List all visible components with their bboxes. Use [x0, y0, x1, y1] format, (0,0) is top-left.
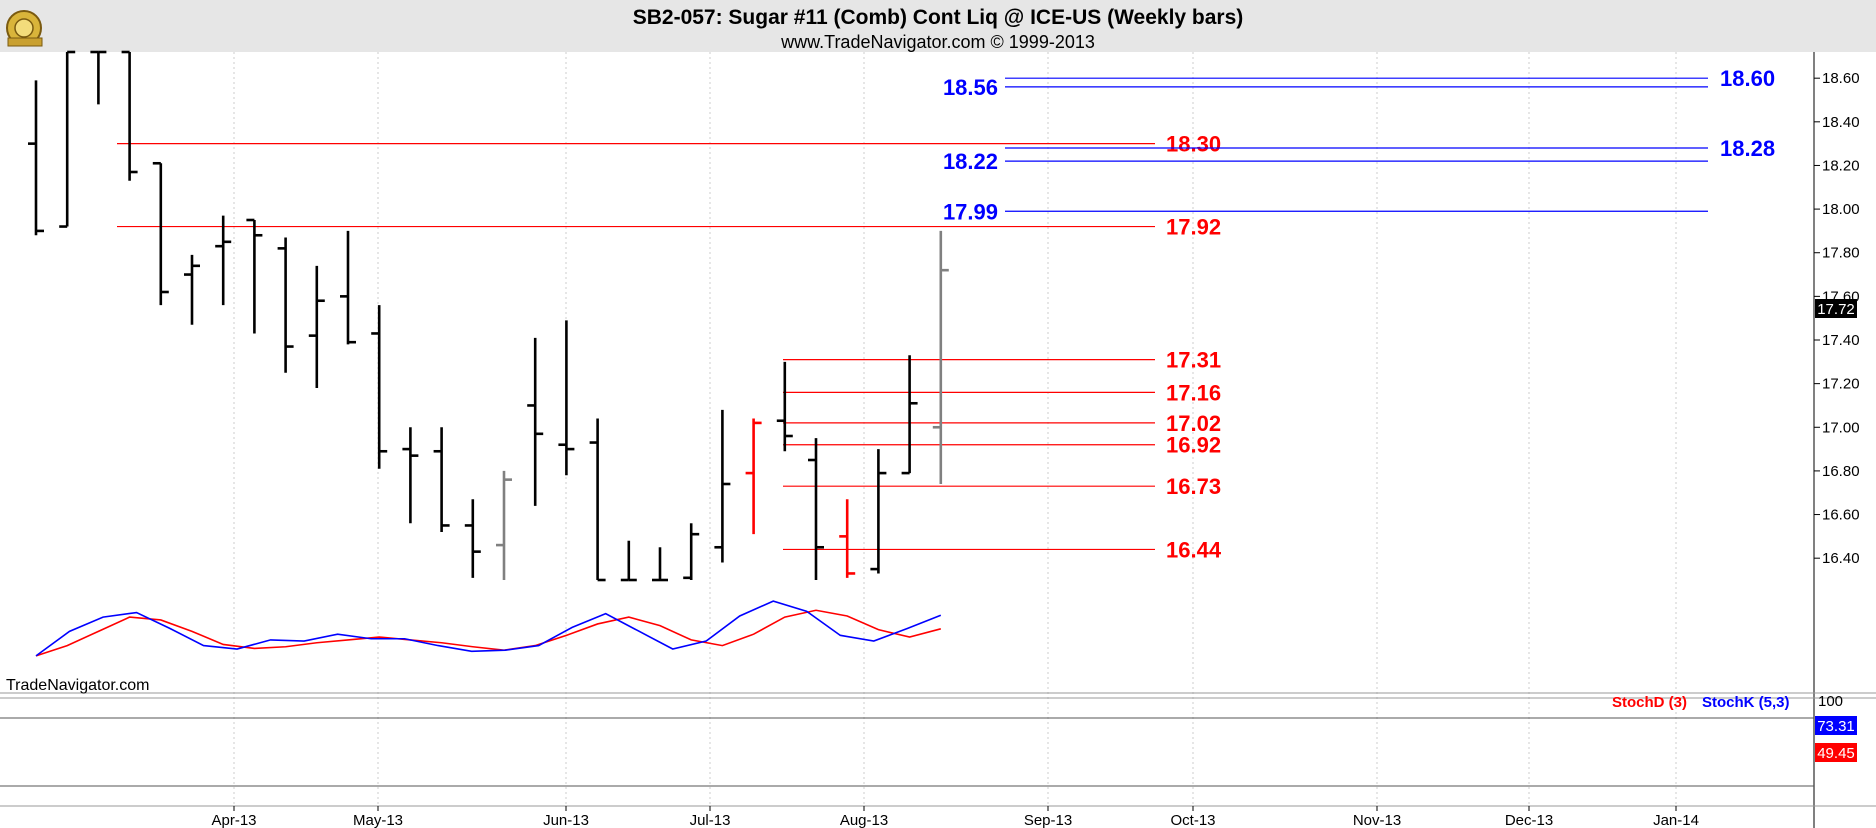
ohlc-bar [340, 230, 356, 345]
ohlc-bar [776, 361, 793, 452]
x-tick-label: Dec-13 [1505, 812, 1553, 828]
stoch-k-value-box [1815, 716, 1857, 735]
y-tick-label: 18.00 [1822, 201, 1860, 218]
ohlc-bar [620, 540, 637, 582]
level-label: 17.02 [1166, 411, 1221, 436]
ohlc-bar [870, 449, 887, 574]
bars-layer [28, 50, 949, 582]
y-tick-label: 18.60 [1822, 70, 1860, 87]
y-tick-label: 17.80 [1822, 245, 1860, 262]
y-tick-label: 17.40 [1822, 332, 1860, 349]
stoch-k-value-label: 73.31 [1817, 718, 1855, 735]
ohlc-bar [558, 320, 575, 476]
ohlc-bar [184, 254, 200, 325]
level-label: 16.92 [1166, 433, 1221, 458]
ohlc-bar [90, 50, 107, 105]
header-band [0, 0, 1876, 52]
level-label: 17.99 [943, 199, 998, 224]
y-tick-label: 16.80 [1822, 463, 1860, 480]
logo-icon [6, 10, 43, 47]
ohlc-bar [277, 237, 294, 373]
chart-subtitle: www.TradeNavigator.com © 1999-2013 [780, 32, 1095, 52]
level-label: 17.92 [1166, 215, 1221, 240]
grid-layer [233, 52, 1677, 806]
ohlc-bar [496, 470, 512, 580]
ohlc-bar [371, 305, 388, 469]
level-label: 18.56 [943, 75, 998, 100]
ohlc-bar [527, 337, 544, 506]
y-tick-label: 16.60 [1822, 507, 1860, 524]
ohlc-bar [152, 161, 169, 306]
level-label: 18.22 [943, 149, 998, 174]
ohlc-bar [464, 499, 481, 578]
last-price-label: 17.72 [1817, 301, 1855, 318]
stoch-d-line [35, 609, 942, 657]
ohlc-bar [652, 547, 668, 582]
x-tick-label: Sep-13 [1024, 812, 1072, 828]
x-axis-layer: Apr-13 May-13 Jun-13 Jul-13 Aug-13 Sep-13 Oct-… [211, 806, 1699, 828]
ohlc-bar [59, 50, 76, 228]
stoch-d-legend: StochD (3) [1612, 694, 1687, 711]
stoch-y-tick-label: 100 [1818, 693, 1843, 710]
ohlc-bar [901, 355, 918, 475]
x-tick-label: Oct-13 [1170, 812, 1215, 828]
y-tick-label: 18.20 [1822, 157, 1860, 174]
stoch-d-value-box [1815, 743, 1857, 762]
level-label: 17.16 [1166, 380, 1221, 405]
ohlc-bar [121, 50, 138, 181]
level-label: 16.44 [1166, 537, 1222, 562]
x-tick-label: Jul-13 [690, 812, 731, 828]
x-tick-label: Aug-13 [840, 812, 888, 828]
level-label: 18.28 [1720, 136, 1775, 161]
ohlc-bar [745, 418, 762, 535]
ohlc-bar [589, 418, 606, 582]
stoch-k-legend: StochK (5,3) [1702, 694, 1790, 711]
chart-title: SB2-057: Sugar #11 (Comb) Cont Liq @ ICE… [633, 6, 1244, 29]
ohlc-bar [683, 523, 700, 580]
x-tick-label: Jan-14 [1653, 812, 1699, 828]
x-tick-label: Nov-13 [1353, 812, 1401, 828]
x-tick-label: May-13 [353, 812, 403, 828]
stoch-d-value-label: 49.45 [1817, 745, 1855, 762]
ohlc-bar [28, 80, 44, 236]
watermark-text: TradeNavigator.com [6, 677, 149, 694]
ohlc-bar [839, 499, 856, 578]
level-label: 18.60 [1720, 66, 1775, 91]
level-label: 17.31 [1166, 348, 1221, 373]
y-axis-layer: 16.4016.6016.8017.0017.2017.4017.6017.80… [1814, 70, 1860, 567]
ohlc-bar [246, 218, 263, 334]
y-tick-label: 17.00 [1822, 419, 1860, 436]
x-tick-label: Apr-13 [211, 812, 256, 828]
level-label: 18.30 [1166, 132, 1221, 157]
stoch-k-line [35, 600, 942, 657]
x-tick-label: Jun-13 [543, 812, 589, 828]
ohlc-bar [808, 438, 824, 580]
y-tick-label: 18.40 [1822, 114, 1860, 131]
ohlc-bar [714, 409, 731, 563]
ohlc-bar [215, 215, 232, 306]
ohlc-bar [433, 427, 450, 532]
y-tick-label: 16.40 [1822, 550, 1860, 567]
stoch-layer [35, 600, 942, 657]
ohlc-bar [932, 230, 949, 484]
ohlc-bar [308, 265, 325, 388]
last-price-box [1815, 299, 1857, 318]
level-label: 16.73 [1166, 474, 1221, 499]
y-tick-label: 17.20 [1822, 376, 1860, 393]
ohlc-bar [402, 427, 419, 524]
